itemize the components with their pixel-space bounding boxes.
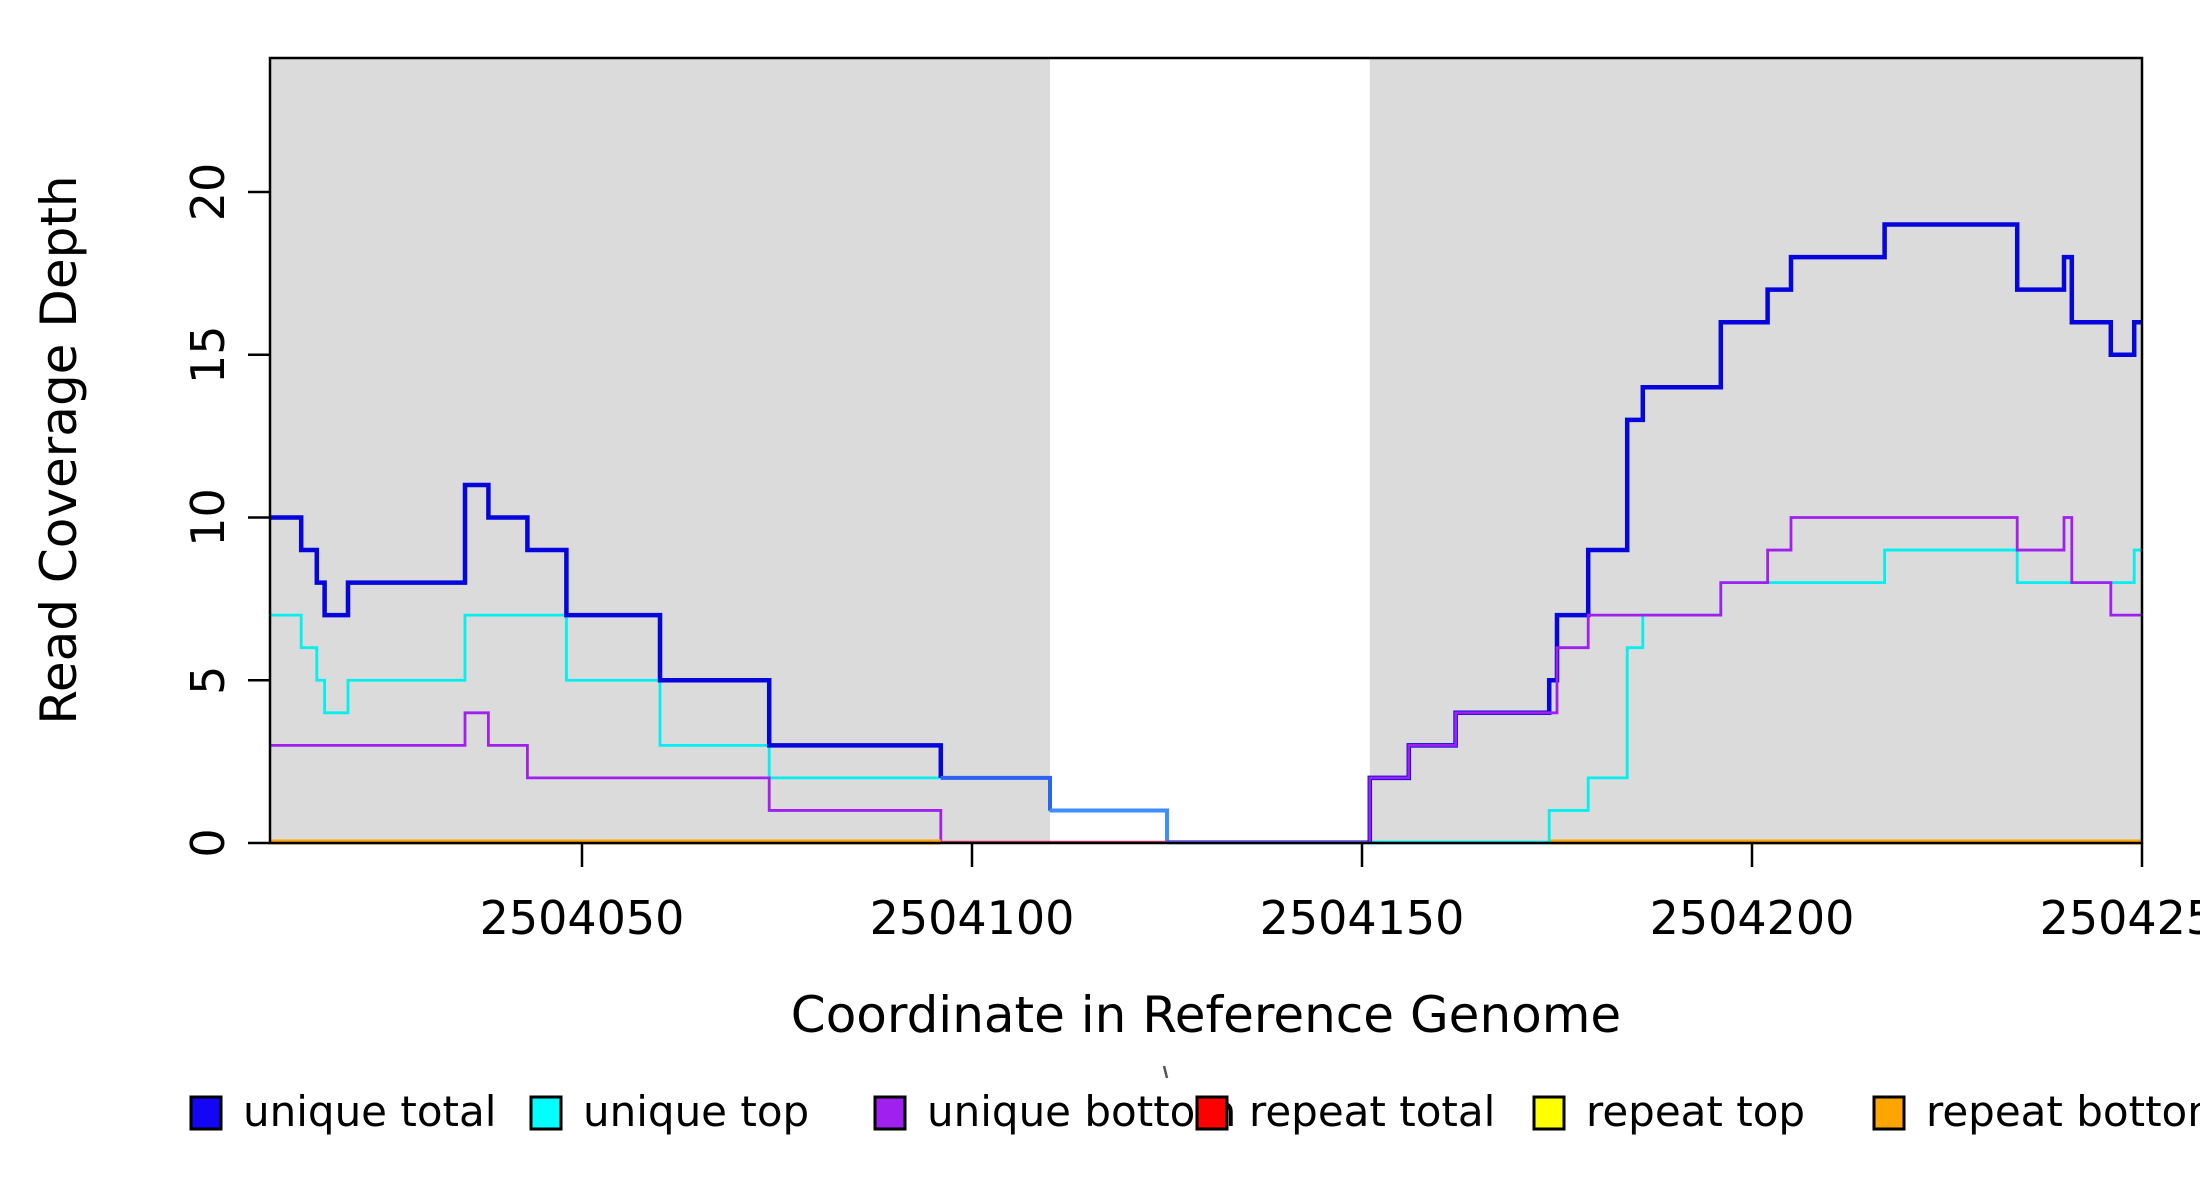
x-tick-label: 2504150 xyxy=(1260,891,1465,945)
legend-entry-unique-total: unique total xyxy=(189,1087,496,1136)
legend-entry-repeat-bottom: repeat bottom xyxy=(1872,1087,2200,1136)
unique-total-overlap-segment-1 xyxy=(940,775,1052,811)
legend-label: repeat bottom xyxy=(1926,1087,2200,1136)
unique-total-overlap-segment-2 xyxy=(1050,808,1169,843)
legend-label: repeat top xyxy=(1586,1087,1805,1136)
legend-entry-repeat-total: repeat total xyxy=(1195,1087,1495,1136)
legend-swatch-repeat-total xyxy=(1195,1095,1229,1131)
legend-swatch-unique-bottom xyxy=(873,1095,907,1131)
y-axis-title: Read Coverage Depth xyxy=(30,175,88,724)
axes: 2504050 2504100 2504150 2504200 2504250 0 5 10 1… xyxy=(181,163,2200,945)
y-tick-label: 0 xyxy=(181,828,235,857)
plot-box xyxy=(268,56,2144,845)
x-tick-label: 2504200 xyxy=(1650,891,1855,945)
legend-entry-unique-top: unique top xyxy=(529,1087,809,1136)
unique-bottom-line-left xyxy=(270,711,943,843)
stray-mark xyxy=(1162,1065,1169,1079)
legend-swatch-unique-total xyxy=(189,1095,223,1131)
legend-label: unique total xyxy=(243,1087,496,1136)
x-axis-title: Coordinate in Reference Genome xyxy=(791,986,1621,1044)
legend-swatch-repeat-bottom xyxy=(1872,1095,1906,1131)
x-tick-label: 2504050 xyxy=(480,891,685,945)
x-tick-label: 2504250 xyxy=(2040,891,2200,945)
right-repeat-region xyxy=(1369,58,2142,843)
y-tick-label: 5 xyxy=(181,666,235,695)
legend-entry-unique-bottom: unique bottom xyxy=(873,1087,1236,1136)
y-tick-label: 10 xyxy=(181,488,235,547)
legend-swatch-unique-top xyxy=(529,1095,563,1131)
unique-total-line-left xyxy=(270,482,944,778)
x-tick-label: 2504100 xyxy=(870,891,1075,945)
y-tick-label: 15 xyxy=(181,325,235,384)
legend: unique total unique top unique bottom repea… xyxy=(189,1087,2200,1136)
y-tick-label: 20 xyxy=(181,163,235,222)
legend-label: unique top xyxy=(583,1087,809,1136)
legend-swatch-repeat-top xyxy=(1532,1095,1566,1131)
legend-label: repeat total xyxy=(1249,1087,1495,1136)
shaded-regions xyxy=(270,58,2142,843)
unique-bottom-line-right xyxy=(1368,516,2142,843)
legend-entry-repeat-top: repeat top xyxy=(1532,1087,1805,1136)
legend-label: unique bottom xyxy=(927,1087,1236,1136)
